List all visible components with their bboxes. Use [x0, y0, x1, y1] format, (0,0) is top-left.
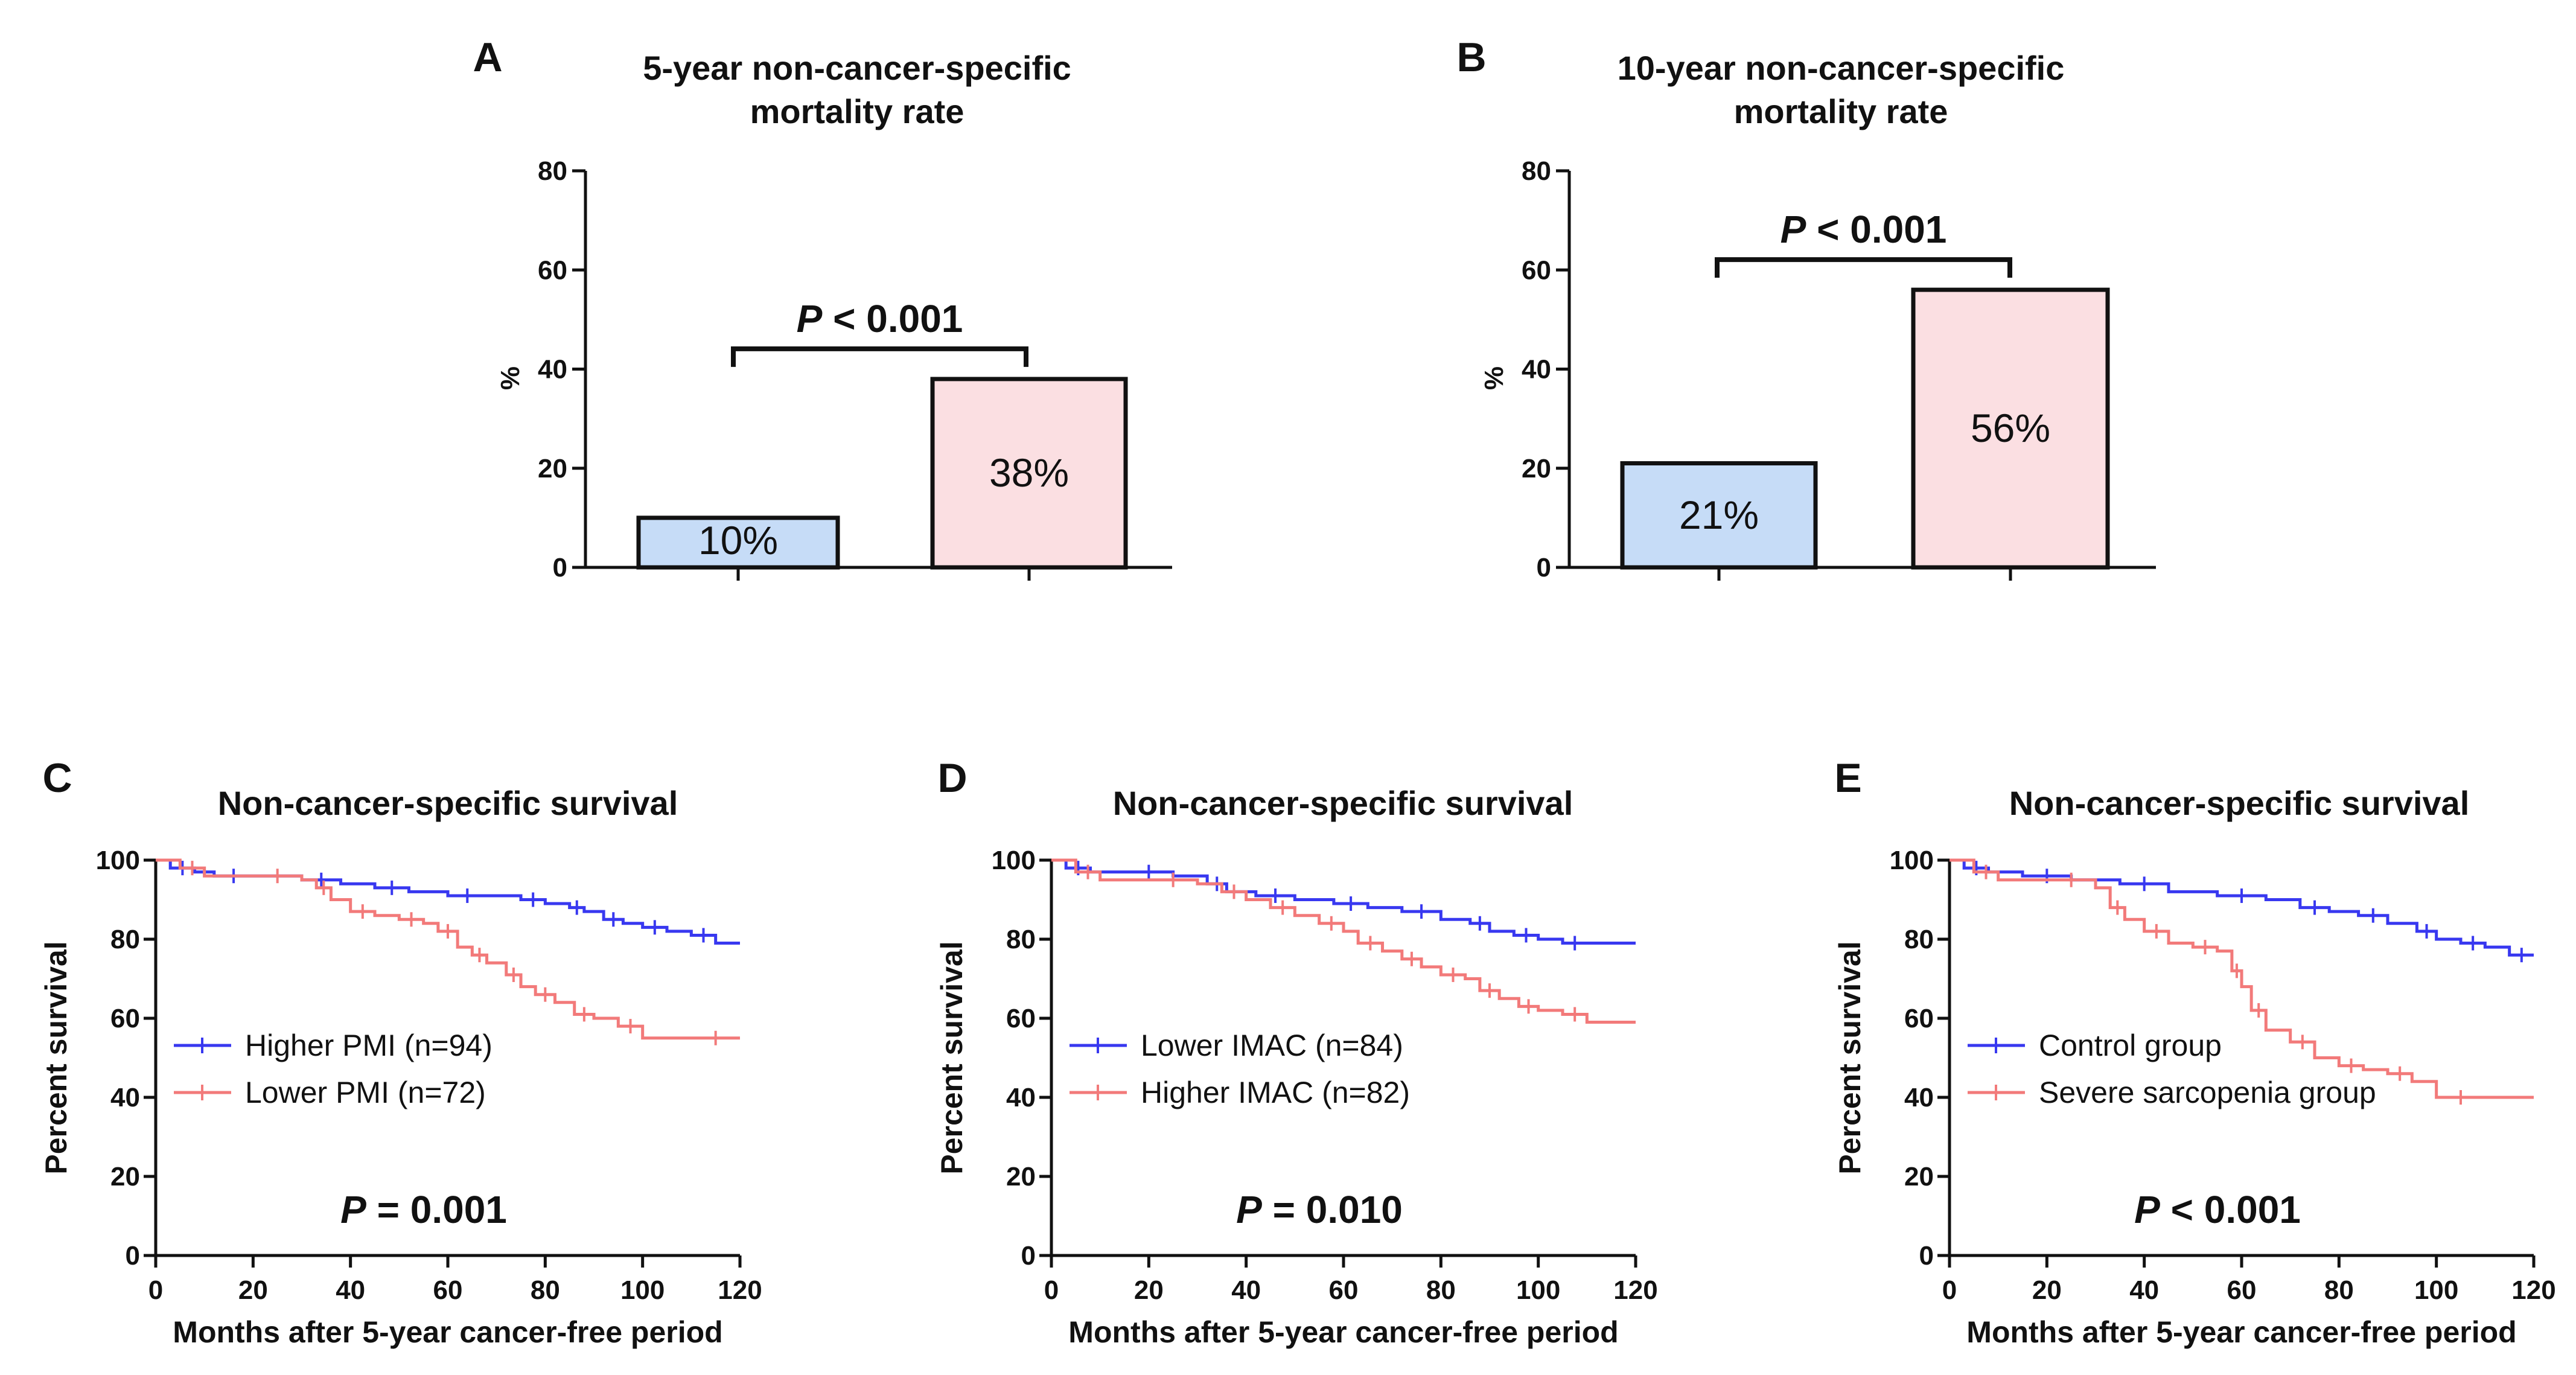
- p-value: P = 0.010: [1236, 1188, 1403, 1231]
- y-tick-label: 60: [1904, 1004, 1934, 1033]
- y-tick-label: 0: [126, 1241, 140, 1271]
- x-tick-label: 100: [1516, 1275, 1560, 1305]
- p-value: P < 0.001: [797, 297, 963, 340]
- y-axis-label: Percent survival: [39, 941, 73, 1174]
- y-tick-label: 100: [96, 846, 140, 875]
- x-tick-label: 80: [2324, 1275, 2354, 1305]
- x-tick-label: 20: [1134, 1275, 1164, 1305]
- chart-title: Non-cancer-specific survival: [2009, 784, 2470, 822]
- legend-label: Lower PMI (n=72): [245, 1076, 486, 1109]
- y-tick-label: 20: [110, 1162, 140, 1192]
- x-tick-label: 120: [2511, 1275, 2555, 1305]
- x-tick-label: 120: [718, 1275, 762, 1305]
- x-tick-label: 0: [1044, 1275, 1059, 1305]
- x-axis-label: Months after 5-year cancer-free period: [173, 1315, 722, 1349]
- y-tick-label: 100: [992, 846, 1036, 875]
- x-tick-label: 20: [238, 1275, 268, 1305]
- chart-title: Non-cancer-specific survival: [218, 784, 678, 822]
- significance-bracket: [731, 346, 1028, 367]
- x-tick-label: 100: [620, 1275, 665, 1305]
- y-tick-label: 40: [1522, 355, 1551, 384]
- y-tick-label: 40: [538, 355, 567, 384]
- x-tick-label: 40: [2129, 1275, 2159, 1305]
- x-tick-label: 60: [1329, 1275, 1359, 1305]
- y-axis-label: Percent survival: [935, 941, 969, 1174]
- panel-label: B: [1456, 34, 1486, 80]
- y-tick-label: 20: [1522, 454, 1551, 483]
- y-axis-label: Percent survival: [1833, 941, 1867, 1174]
- legend-label: Severe sarcopenia group: [2039, 1076, 2376, 1109]
- y-tick-label: 60: [1006, 1004, 1036, 1033]
- bar-value-label: 38%: [989, 450, 1069, 495]
- survival-panel-c: C Non-cancer-specific survival 0 20 40 60 80 10…: [39, 755, 762, 1349]
- y-tick-label: 0: [553, 553, 567, 582]
- chart-title: Non-cancer-specific survival: [1113, 784, 1573, 822]
- survival-curve: [1950, 858, 2534, 957]
- survival-curve: [156, 858, 740, 1040]
- x-axis-label: Months after 5-year cancer-free period: [1068, 1315, 1618, 1349]
- y-tick-label: 20: [538, 454, 567, 483]
- bar: [1911, 287, 2110, 570]
- bar-panel-b: B 10-year non-cancer-specific mortality ra…: [1456, 34, 2156, 582]
- panel-label: C: [42, 755, 72, 801]
- y-tick-label: 100: [1890, 846, 1934, 875]
- p-value: P = 0.001: [340, 1188, 507, 1231]
- x-tick-label: 60: [433, 1275, 463, 1305]
- x-tick-label: 100: [2414, 1275, 2458, 1305]
- y-tick-label: 20: [1006, 1162, 1036, 1192]
- y-axis-label: %: [496, 366, 525, 390]
- panel-label: A: [473, 34, 502, 80]
- y-tick-label: 40: [1006, 1083, 1036, 1112]
- y-tick-label: 60: [538, 255, 567, 285]
- y-tick-label: 80: [1522, 156, 1551, 186]
- bar-value-label: 21%: [1679, 493, 1759, 537]
- chart-title-line: 5-year non-cancer-specific: [643, 49, 1071, 87]
- y-tick-label: 80: [538, 156, 567, 186]
- y-tick-label: 0: [1537, 553, 1551, 582]
- y-tick-label: 60: [1522, 255, 1551, 285]
- y-tick-label: 40: [110, 1083, 140, 1112]
- legend-label: Lower IMAC (n=84): [1141, 1029, 1403, 1062]
- legend-label: Higher IMAC (n=82): [1141, 1076, 1410, 1109]
- survival-panel-e: E Non-cancer-specific survival 0 20 40 60 80 10…: [1833, 755, 2556, 1349]
- y-tick-label: 40: [1904, 1083, 1934, 1112]
- legend-label: Control group: [2039, 1029, 2222, 1062]
- y-tick-label: 80: [110, 925, 140, 954]
- p-value: P < 0.001: [1781, 208, 1947, 251]
- y-tick-label: 0: [1021, 1241, 1036, 1271]
- panel-label: D: [937, 755, 967, 801]
- y-tick-label: 80: [1904, 925, 1934, 954]
- y-tick-label: 20: [1904, 1162, 1934, 1192]
- survival-curve: [1051, 858, 1636, 1024]
- x-axis-label: Months after 5-year cancer-free period: [1966, 1315, 2516, 1349]
- x-tick-label: 0: [1942, 1275, 1957, 1305]
- y-tick-label: 0: [1919, 1241, 1934, 1271]
- y-axis-label: %: [1479, 366, 1509, 390]
- x-tick-label: 40: [1231, 1275, 1261, 1305]
- x-tick-label: 40: [336, 1275, 365, 1305]
- y-tick-label: 60: [110, 1004, 140, 1033]
- chart-title-line: mortality rate: [1734, 92, 1948, 130]
- bar-value-label: 56%: [1971, 406, 2050, 450]
- y-tick-label: 80: [1006, 925, 1036, 954]
- chart-title-line: mortality rate: [750, 92, 964, 130]
- bar-value-label: 10%: [698, 518, 778, 563]
- x-tick-label: 20: [2032, 1275, 2062, 1305]
- x-tick-label: 0: [148, 1275, 163, 1305]
- x-tick-label: 80: [531, 1275, 560, 1305]
- panel-label: E: [1834, 755, 1861, 801]
- p-value: P < 0.001: [2134, 1188, 2301, 1231]
- x-tick-label: 60: [2227, 1275, 2257, 1305]
- significance-bracket: [1715, 257, 2012, 278]
- bar-panel-a: A 5-year non-cancer-specific mortality rat…: [473, 34, 1172, 582]
- x-tick-label: 80: [1426, 1275, 1456, 1305]
- legend-label: Higher PMI (n=94): [245, 1029, 493, 1062]
- survival-panel-d: D Non-cancer-specific survival 0 20 40 60 80 10…: [935, 755, 1658, 1349]
- x-tick-label: 120: [1613, 1275, 1657, 1305]
- chart-title-line: 10-year non-cancer-specific: [1618, 49, 2065, 87]
